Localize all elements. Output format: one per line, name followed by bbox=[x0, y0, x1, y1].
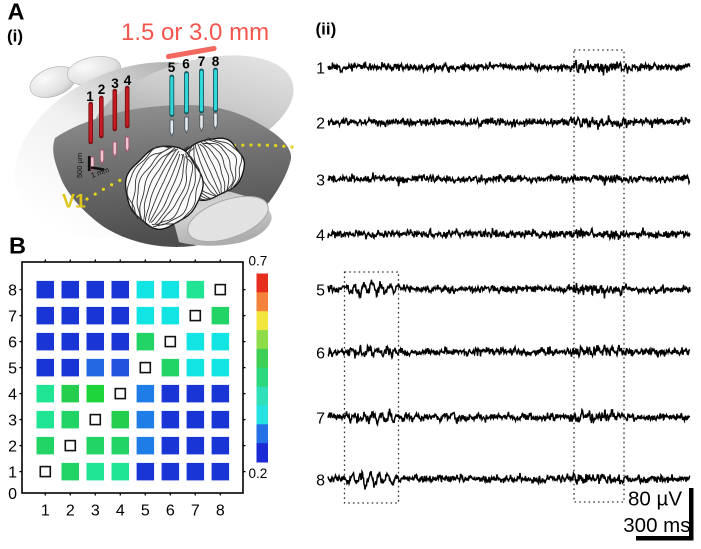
svg-text:5: 5 bbox=[316, 282, 325, 299]
svg-text:7: 7 bbox=[316, 410, 325, 427]
svg-text:1.5 or 3.0 mm: 1.5 or 3.0 mm bbox=[121, 19, 269, 46]
svg-text:1: 1 bbox=[316, 60, 325, 77]
svg-text:1: 1 bbox=[86, 89, 94, 104]
svg-text:(ii): (ii) bbox=[316, 20, 337, 39]
svg-text:3: 3 bbox=[91, 503, 100, 520]
svg-text:6: 6 bbox=[182, 57, 190, 72]
svg-text:0.2: 0.2 bbox=[249, 466, 268, 481]
svg-text:(i): (i) bbox=[7, 27, 23, 46]
svg-text:80 µV: 80 µV bbox=[628, 488, 682, 511]
svg-text:4: 4 bbox=[116, 503, 125, 520]
svg-text:8: 8 bbox=[216, 503, 225, 520]
svg-text:7: 7 bbox=[198, 54, 206, 69]
svg-text:3: 3 bbox=[316, 172, 325, 189]
svg-text:8: 8 bbox=[8, 282, 17, 299]
svg-text:8: 8 bbox=[316, 472, 325, 489]
svg-text:4: 4 bbox=[8, 386, 17, 403]
svg-text:A: A bbox=[8, 0, 25, 25]
svg-text:0.7: 0.7 bbox=[249, 254, 268, 269]
svg-text:7: 7 bbox=[8, 308, 17, 325]
svg-text:V1: V1 bbox=[62, 191, 86, 213]
svg-text:B: B bbox=[9, 233, 26, 259]
svg-text:300 ms: 300 ms bbox=[623, 514, 690, 537]
svg-text:4: 4 bbox=[316, 227, 325, 244]
svg-text:3: 3 bbox=[8, 412, 17, 429]
svg-text:2: 2 bbox=[316, 115, 325, 132]
svg-text:4: 4 bbox=[124, 73, 132, 88]
svg-text:6: 6 bbox=[316, 345, 325, 362]
svg-text:500 µm: 500 µm bbox=[75, 153, 84, 178]
svg-text:5: 5 bbox=[8, 360, 17, 377]
svg-text:1: 1 bbox=[8, 464, 17, 481]
svg-text:2: 2 bbox=[66, 503, 75, 520]
svg-text:1: 1 bbox=[41, 503, 50, 520]
svg-text:7: 7 bbox=[191, 503, 200, 520]
svg-text:2: 2 bbox=[98, 82, 106, 97]
svg-text:5: 5 bbox=[141, 503, 150, 520]
svg-text:6: 6 bbox=[8, 334, 17, 351]
svg-text:2: 2 bbox=[8, 438, 17, 455]
svg-text:5: 5 bbox=[168, 60, 176, 75]
svg-text:3: 3 bbox=[111, 76, 119, 91]
svg-text:8: 8 bbox=[212, 54, 220, 69]
svg-text:6: 6 bbox=[166, 503, 175, 520]
svg-text:0: 0 bbox=[8, 486, 17, 503]
